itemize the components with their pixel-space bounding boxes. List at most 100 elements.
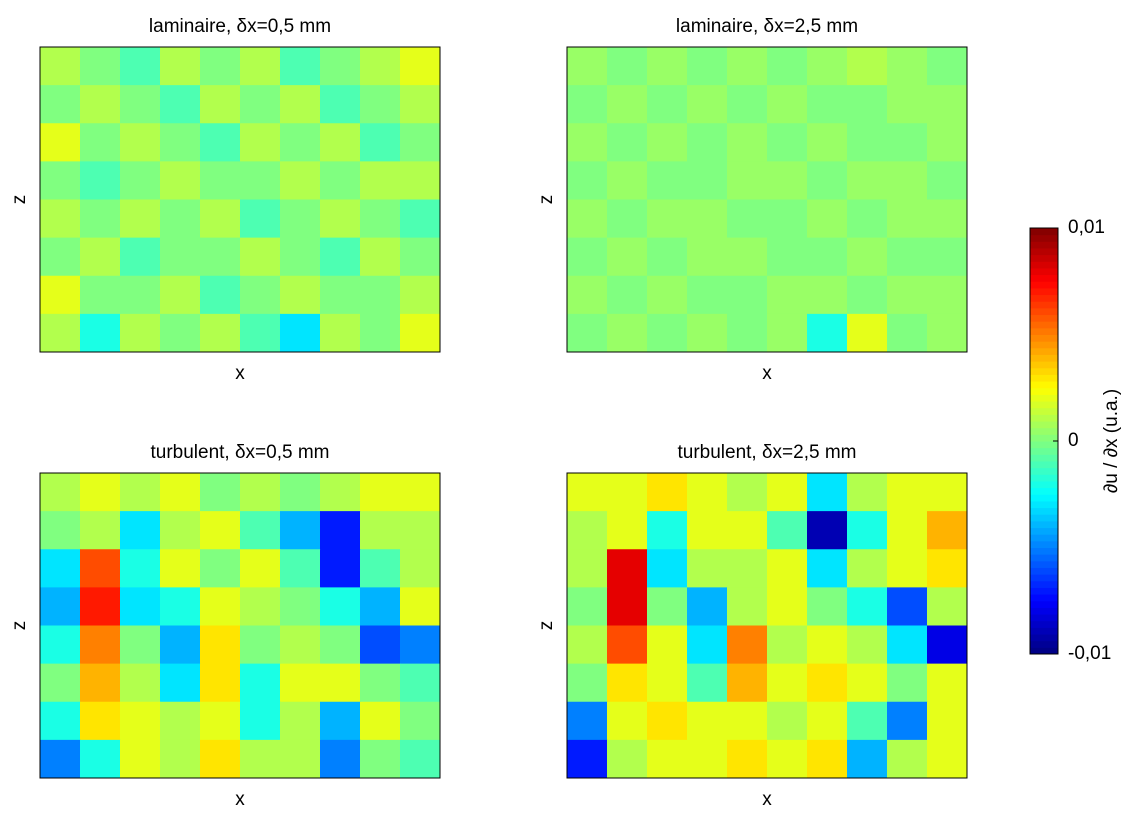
heatmap-cell [80, 473, 121, 512]
colorbar-step [1030, 341, 1058, 349]
heatmap-cell [567, 123, 608, 162]
heatmap-cell [400, 739, 441, 779]
heatmap-cell [400, 587, 441, 626]
heatmap-cell [40, 275, 81, 315]
colorbar-step [1030, 540, 1058, 548]
heatmap-cell [927, 199, 968, 239]
heatmap-cell [687, 587, 728, 626]
heatmap-cell [607, 161, 648, 200]
x-axis-label: x [762, 789, 772, 810]
heatmap-cell [887, 85, 928, 124]
colorbar-step [1030, 547, 1058, 555]
heatmap-cell [887, 161, 928, 200]
colorbar-step [1030, 607, 1058, 615]
heatmap-cell [280, 739, 321, 779]
heatmap-cell [767, 739, 808, 779]
heatmap-cell [120, 587, 161, 626]
colorbar-step [1030, 507, 1058, 515]
heatmap-cell [200, 47, 241, 86]
heatmap-cell [887, 587, 928, 626]
heatmap-cell [400, 85, 441, 124]
heatmap-cell [727, 313, 768, 353]
heatmap-cell [120, 625, 161, 665]
heatmap-cell [807, 161, 848, 200]
panel-title: turbulent, δx=0,5 mm [150, 442, 329, 463]
colorbar-step [1030, 421, 1058, 429]
heatmap-cell [807, 625, 848, 665]
heatmap-cell [607, 473, 648, 512]
heatmap-cell [927, 237, 968, 277]
heatmap-cell [567, 587, 608, 626]
heatmap-cell [687, 275, 728, 315]
heatmap-cell [280, 587, 321, 626]
heatmap-cell [727, 123, 768, 162]
heatmap-cell [240, 237, 281, 277]
heatmap-cell [847, 199, 888, 239]
heatmap-cell [360, 275, 401, 315]
colorbar-step [1030, 267, 1058, 276]
y-axis-label: z [536, 621, 557, 631]
colorbar-step [1030, 534, 1058, 542]
heatmap-cell [807, 701, 848, 741]
heatmap-cell [280, 161, 321, 200]
colorbar-step [1030, 254, 1058, 262]
heatmap-cell [240, 473, 281, 512]
heatmap-cell [687, 663, 728, 703]
heatmap-cell [360, 739, 401, 779]
colorbar-step [1030, 634, 1058, 642]
heatmap-cell [240, 275, 281, 315]
heatmap-cell [727, 701, 768, 741]
heatmap-cell [360, 625, 401, 665]
heatmap-cell [80, 237, 121, 277]
heatmap-cell [400, 47, 441, 86]
colorbar-step [1030, 347, 1058, 355]
colorbar-step [1030, 241, 1058, 249]
heatmap-cell [847, 701, 888, 741]
colorbar-step [1030, 361, 1058, 369]
heatmap-cell [567, 473, 608, 512]
colorbar-step [1030, 394, 1058, 402]
heatmap-cell [240, 739, 281, 779]
heatmap-cell [887, 237, 928, 277]
colorbar-step [1030, 334, 1058, 342]
heatmap-cell [320, 313, 361, 353]
colorbar-step [1030, 600, 1058, 608]
heatmap-cell [647, 47, 688, 86]
heatmap-cell [647, 123, 688, 162]
colorbar-step [1030, 447, 1058, 455]
heatmap-cell [360, 123, 401, 162]
heatmap-cell [80, 123, 121, 162]
heatmap-cell [607, 237, 648, 277]
heatmap-cell [40, 85, 81, 124]
heatmap-cell [40, 701, 81, 741]
heatmap-cell [320, 47, 361, 86]
colorbar-tick-label: -0,01 [1068, 643, 1111, 664]
heatmap-cell [120, 701, 161, 741]
heatmap-cell [607, 275, 648, 315]
heatmap-cell [400, 275, 441, 315]
colorbar-step [1030, 520, 1058, 529]
colorbar-step [1030, 460, 1058, 469]
heatmap-cell [160, 701, 201, 741]
heatmap-cell [927, 275, 968, 315]
heatmap-cell [847, 47, 888, 86]
heatmap-cell [887, 739, 928, 779]
heatmap-cell [240, 123, 281, 162]
heatmap-cell [927, 587, 968, 626]
heatmap-cell [280, 313, 321, 353]
heatmap-cell [687, 237, 728, 277]
colorbar-label: ∂u / ∂x (u.a.) [1101, 389, 1122, 493]
heatmap-cell [727, 549, 768, 588]
colorbar-step [1030, 627, 1058, 635]
heatmap-cell [120, 161, 161, 200]
heatmap-cell [200, 739, 241, 779]
x-axis-label: x [235, 789, 245, 810]
heatmap-cell [887, 701, 928, 741]
heatmap-cell [240, 701, 281, 741]
heatmap-cell [607, 739, 648, 779]
colorbar-step [1030, 367, 1058, 375]
heatmap-cell [200, 199, 241, 239]
heatmap-cell [200, 549, 241, 588]
heatmap-cell [647, 739, 688, 779]
heatmap-cell [40, 549, 81, 588]
